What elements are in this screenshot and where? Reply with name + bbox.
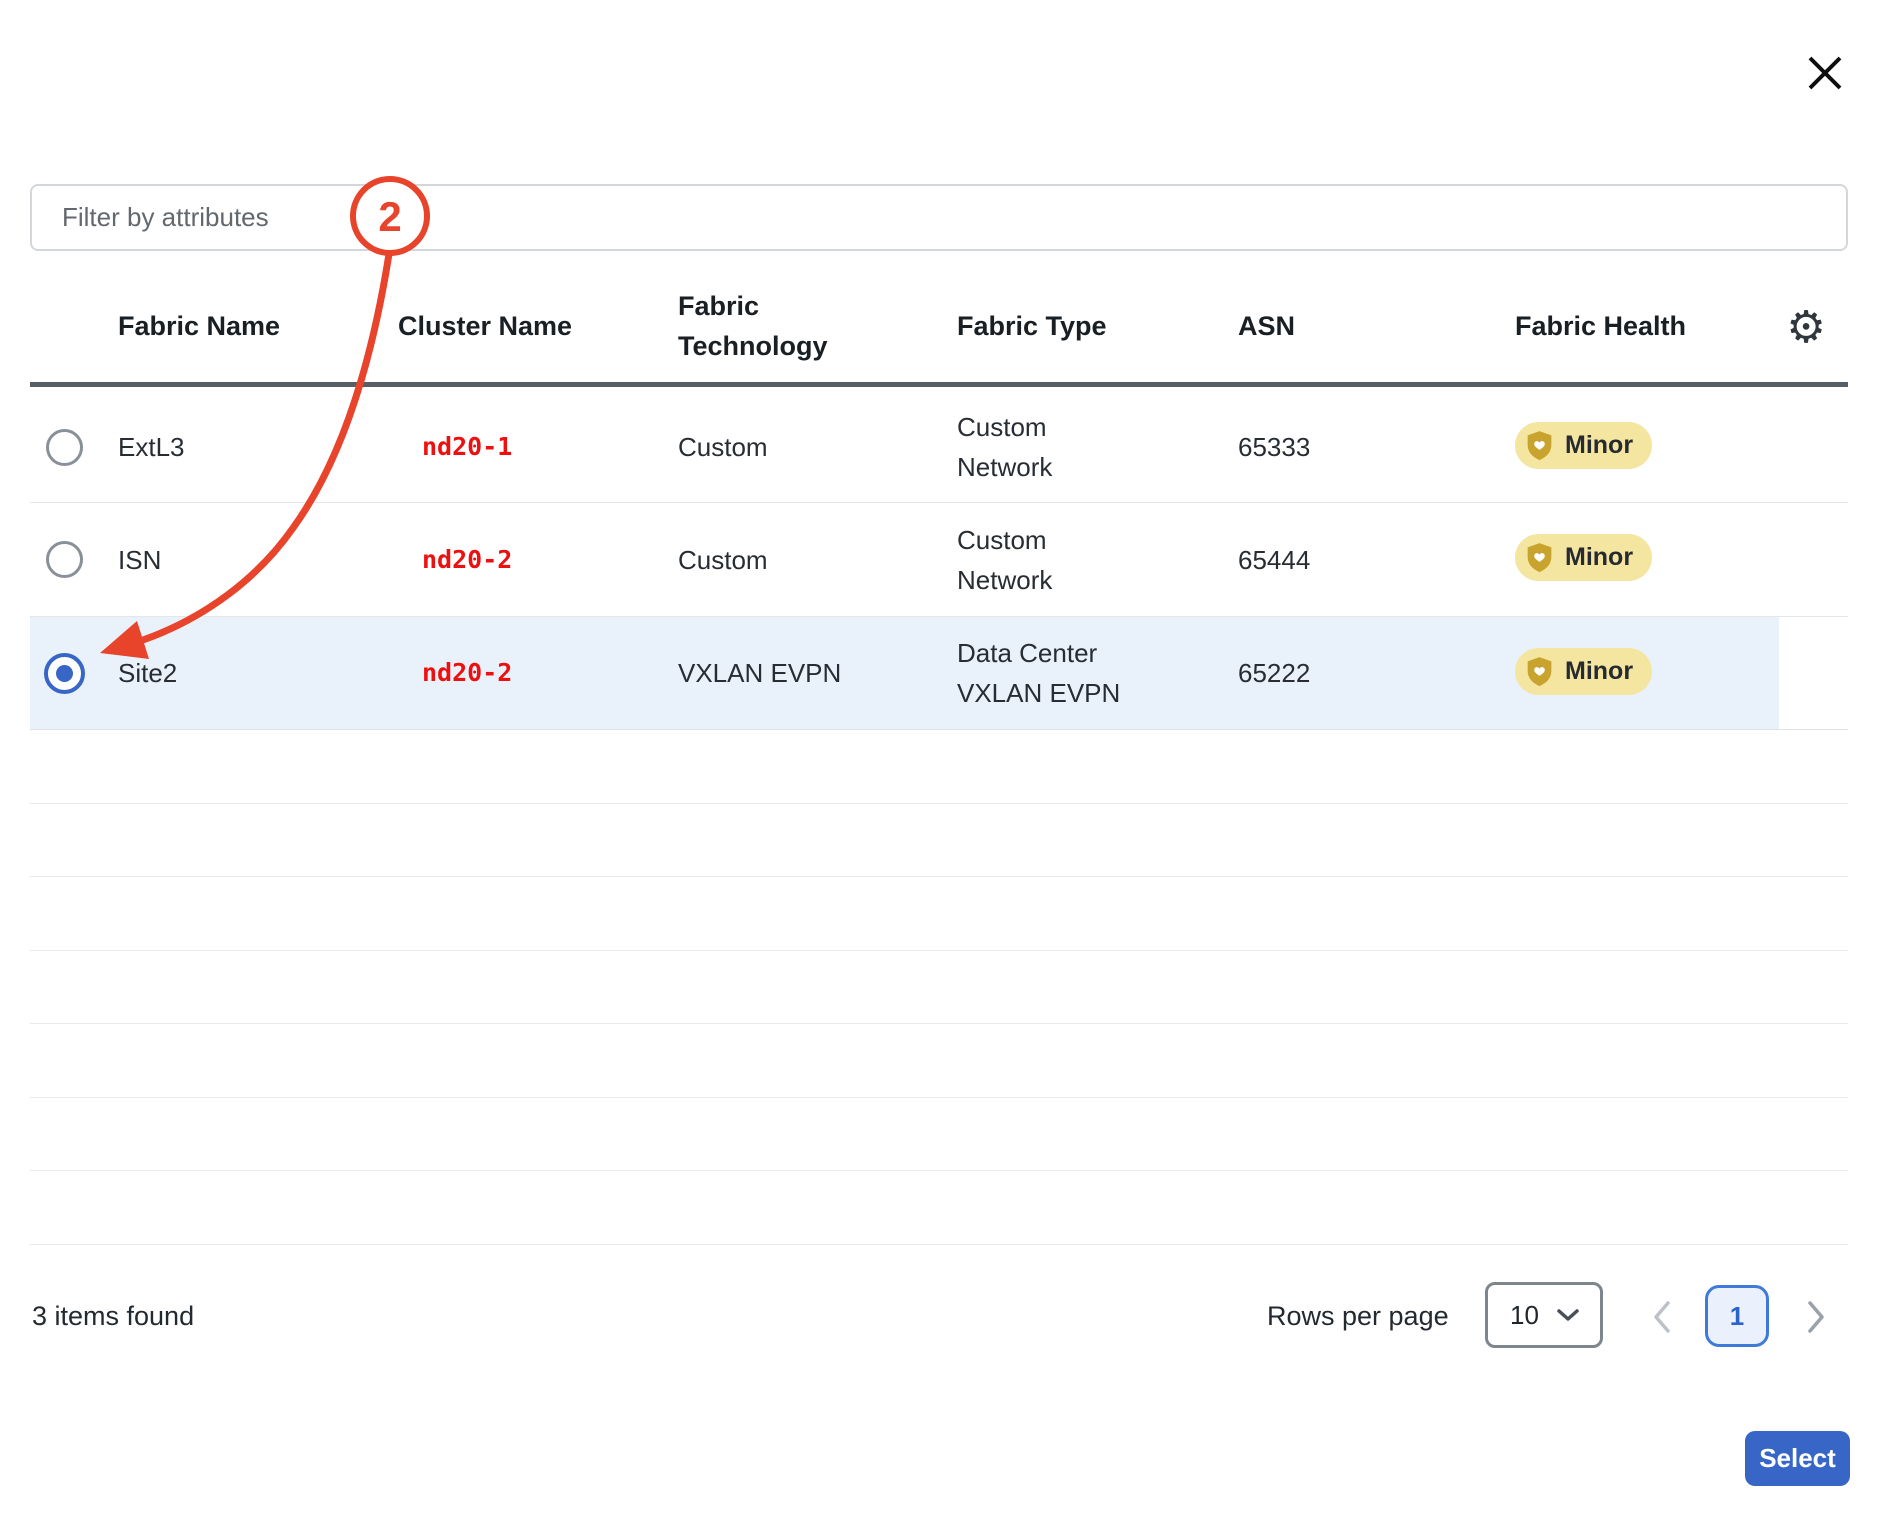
row-radio[interactable]: [30, 652, 88, 694]
health-badge-label: Minor: [1565, 543, 1634, 571]
fabric-name-cell: ISN: [118, 544, 162, 575]
health-badge: Minor: [1515, 647, 1653, 695]
radio-unselected-icon: [45, 541, 83, 578]
rows-per-page-label: Rows per page: [1267, 1301, 1449, 1331]
fabric-health-cell: Minor: [1487, 534, 1760, 585]
empty-row: [30, 877, 1848, 951]
cluster-name-cell: nd20-2: [422, 658, 513, 687]
fabric-name-cell: ExtL3: [118, 432, 185, 462]
fabric-technology-cell: Custom: [678, 432, 768, 462]
asn-cell: 65444: [1238, 544, 1311, 575]
filter-input[interactable]: [30, 184, 1848, 251]
cluster-name-cell: nd20-1: [422, 432, 513, 461]
fabric-technology-cell: VXLAN EVPN: [678, 658, 842, 688]
fabric-technology-cell: Custom: [678, 544, 768, 575]
empty-row: [30, 1098, 1848, 1172]
radio-unselected-icon: [45, 428, 83, 466]
asn-cell: 65333: [1238, 432, 1311, 462]
column-header-asn[interactable]: ASN: [1238, 311, 1296, 341]
column-header-fabric-health[interactable]: Fabric Health: [1515, 311, 1687, 341]
fabric-type-cell: Custom Network: [957, 524, 1053, 595]
fabric-name-cell: Site2: [118, 658, 178, 688]
chevron-down-icon: [1557, 1309, 1579, 1321]
table-header: Fabric Name Cluster Name Fabric Technolo…: [30, 270, 1848, 387]
close-button[interactable]: [1800, 48, 1850, 98]
close-icon: [1808, 56, 1842, 90]
row-radio[interactable]: [30, 428, 88, 466]
fabric-health-cell: Minor: [1487, 421, 1760, 473]
health-badge-label: Minor: [1565, 656, 1634, 685]
items-found-label: 3 items found: [32, 1301, 195, 1331]
shield-icon: [1527, 543, 1552, 573]
chevron-left-icon: [1654, 1301, 1670, 1333]
health-badge-label: Minor: [1565, 430, 1634, 459]
shield-icon: [1527, 656, 1552, 686]
table-row[interactable]: ExtL3 nd20-1 Custom Custom Network 65333…: [30, 392, 1848, 503]
table-row[interactable]: ISN nd20-2 Custom Custom Network 65444 M…: [30, 503, 1848, 617]
table-row-selected[interactable]: Site2 nd20-2 VXLAN EVPN Data Center VXLA…: [30, 617, 1848, 730]
select-button[interactable]: Select: [1745, 1431, 1850, 1486]
column-header-fabric-type[interactable]: Fabric Type: [957, 311, 1107, 341]
fabric-type-cell: Custom Network: [957, 412, 1053, 482]
column-header-cluster-name[interactable]: Cluster Name: [398, 311, 573, 341]
shield-icon: [1527, 430, 1552, 460]
fabric-type-cell: Data Center VXLAN EVPN: [957, 638, 1121, 708]
next-page-button[interactable]: [1796, 1293, 1836, 1341]
row-radio[interactable]: [30, 541, 88, 578]
column-header-fabric-technology[interactable]: Fabric Technology: [678, 291, 828, 361]
table-settings-button[interactable]: ⚙: [1782, 304, 1830, 352]
empty-row: [30, 1171, 1848, 1246]
health-badge: Minor: [1515, 421, 1653, 469]
fabric-health-cell: Minor: [1487, 647, 1760, 699]
page-1-button[interactable]: 1: [1705, 1285, 1769, 1347]
empty-row: [30, 951, 1848, 1025]
rows-per-page-value: 10: [1510, 1299, 1539, 1330]
health-badge: Minor: [1515, 534, 1653, 581]
cluster-name-cell: nd20-2: [422, 544, 513, 574]
empty-row: [30, 804, 1848, 878]
column-header-fabric-name[interactable]: Fabric Name: [118, 311, 281, 341]
asn-cell: 65222: [1238, 658, 1311, 688]
radio-dot: [55, 664, 73, 682]
empty-row: [30, 730, 1848, 804]
previous-page-button[interactable]: [1642, 1293, 1682, 1341]
chevron-right-icon: [1808, 1301, 1824, 1333]
rows-per-page-select[interactable]: 10: [1485, 1282, 1603, 1348]
empty-row: [30, 1024, 1848, 1098]
radio-selected-icon: [43, 652, 85, 694]
empty-table-rows: [30, 730, 1848, 1246]
gear-icon: ⚙: [1786, 302, 1826, 353]
